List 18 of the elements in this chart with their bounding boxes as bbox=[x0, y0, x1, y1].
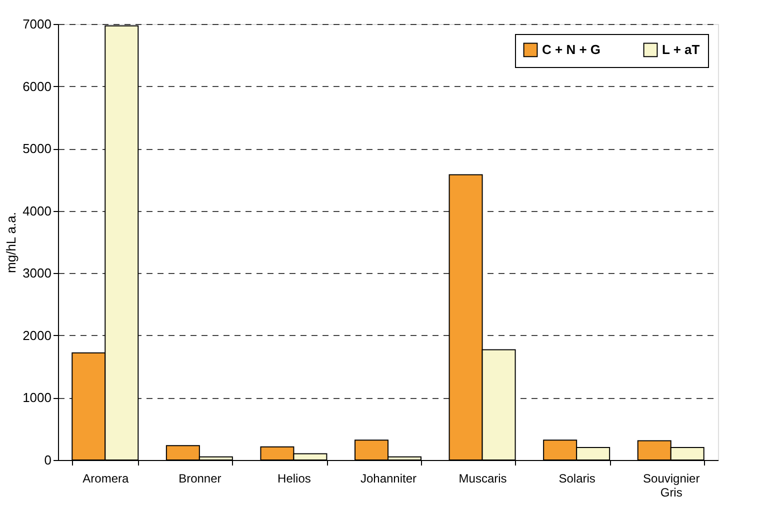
x-tick-label: Souvignier Gris bbox=[643, 472, 700, 500]
x-tick-label: Solaris bbox=[558, 472, 596, 486]
y-tick-label: 6000 bbox=[22, 78, 52, 94]
legend-label: C + N + G bbox=[542, 42, 601, 57]
x-tick-label: Helios bbox=[278, 472, 311, 486]
x-tick-label: Muscaris bbox=[458, 472, 507, 486]
x-tick-label: Aromera bbox=[82, 472, 129, 486]
legend-label: L + aT bbox=[662, 42, 700, 57]
y-tick-label: 4000 bbox=[22, 203, 52, 218]
y-tick-label: 0 bbox=[44, 452, 52, 468]
y-tick-label: 7000 bbox=[22, 16, 52, 32]
y-tick-label: 5000 bbox=[22, 141, 52, 156]
x-tick-label: Bronner bbox=[178, 472, 222, 486]
y-tick-label: 1000 bbox=[22, 390, 52, 406]
y-tick-label: 2000 bbox=[22, 328, 52, 343]
y-tick-label: 3000 bbox=[22, 266, 52, 281]
x-tick-label: Johanniter bbox=[360, 472, 417, 486]
y-axis-title: mg/hL a.a. bbox=[4, 212, 19, 273]
